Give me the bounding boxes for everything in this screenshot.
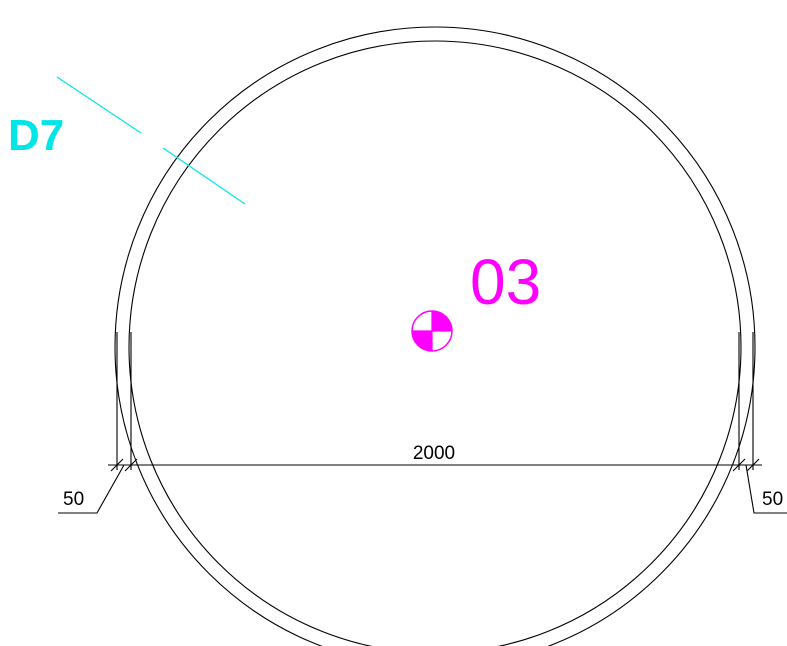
extension-lines <box>116 332 754 470</box>
center-of-gravity-icon <box>411 310 453 352</box>
dimension-tick <box>732 458 746 472</box>
section-cut-line <box>162 147 246 205</box>
outer-wall-circle <box>114 26 756 646</box>
leader-line-left <box>58 464 125 514</box>
dimension-tick <box>124 458 138 472</box>
section-marker-label: D7 <box>8 111 64 160</box>
leader-line-right <box>745 464 787 514</box>
dimension-total-text: 2000 <box>413 443 455 464</box>
dimension-left-50: 50 <box>58 464 125 514</box>
dimension-tick <box>110 458 124 472</box>
section-cut-line <box>56 76 142 134</box>
dimension-right-50: 50 <box>745 464 787 514</box>
dimension-tick <box>746 458 760 472</box>
inner-wall-circle <box>128 40 742 646</box>
dimension-2000: 2000 <box>108 443 762 472</box>
room-number-label: 03 <box>470 246 541 318</box>
dimension-right-text: 50 <box>762 489 783 510</box>
section-marker-d7: D7 <box>8 76 246 205</box>
dimension-left-text: 50 <box>63 489 84 510</box>
